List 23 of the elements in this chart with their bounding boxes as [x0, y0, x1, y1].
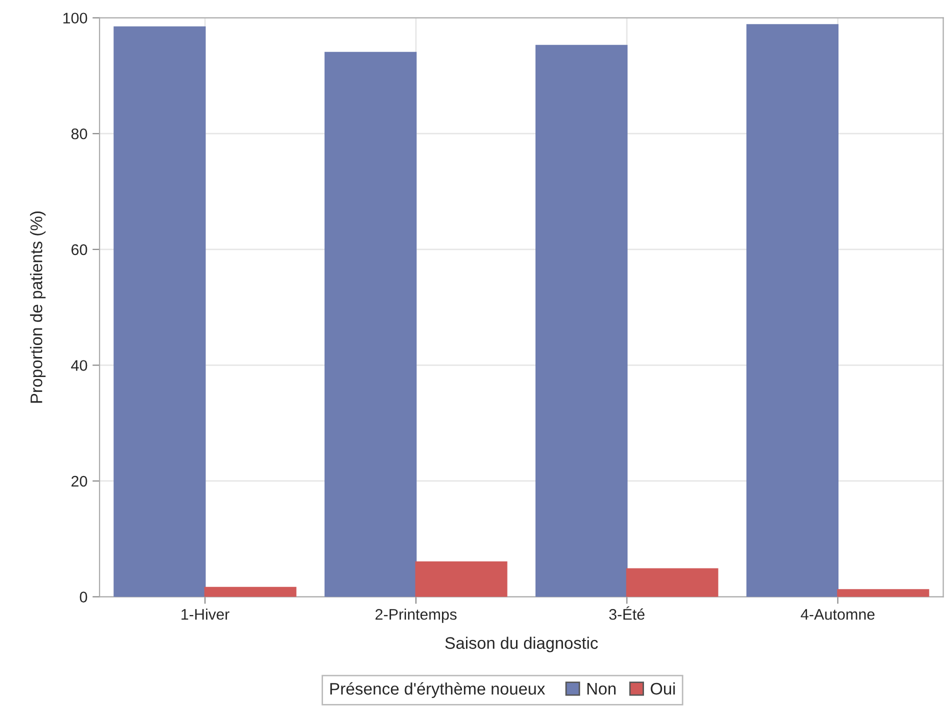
y-tick-label: 40 — [71, 360, 88, 371]
x-axis-title: Saison du diagnostic — [445, 636, 598, 652]
bar — [837, 589, 930, 597]
bar — [746, 24, 838, 597]
y-tick-label: 20 — [72, 476, 88, 487]
y-tick-label: 80 — [71, 128, 88, 140]
y-tick-label: 100 — [63, 12, 88, 24]
legend-label: Non — [587, 683, 616, 695]
bar — [415, 561, 508, 597]
x-tick-label: 1-Hiver — [182, 608, 230, 620]
y-axis-title: Proportion de patients (%) — [30, 212, 46, 403]
bar — [114, 26, 206, 597]
y-tick-label: 60 — [72, 244, 88, 256]
bar — [626, 568, 718, 597]
x-tick-label: 4-Automne — [800, 609, 874, 620]
x-tick-label: 2-Printemps — [376, 608, 457, 623]
bar — [324, 52, 417, 597]
x-tick-label: 3-Été — [609, 606, 644, 620]
legend-title: Présence d'érythème noueux — [330, 682, 546, 698]
y-tick-label: 0 — [80, 592, 88, 602]
legend-label: Oui — [650, 682, 675, 695]
bar — [204, 586, 296, 597]
bar — [535, 44, 628, 597]
